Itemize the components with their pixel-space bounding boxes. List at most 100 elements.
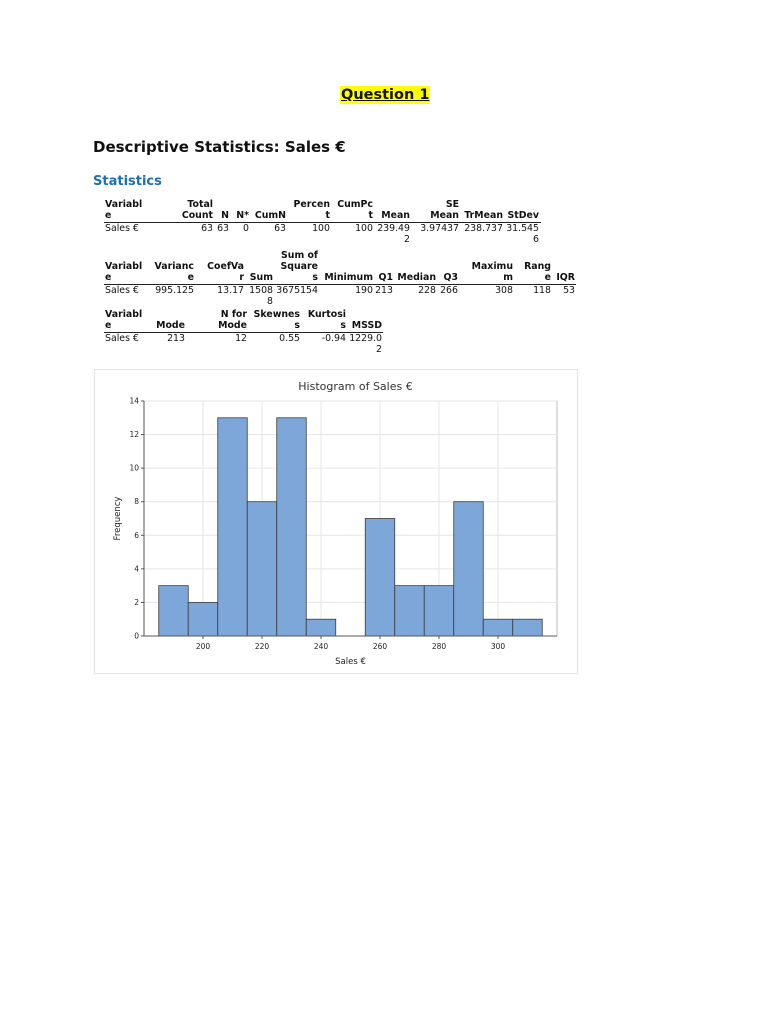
column-header: Q3 (378, 272, 459, 283)
column-header-line: Total (187, 199, 213, 210)
y-tick-label: 2 (134, 598, 139, 607)
table-cell: 1229.0 2 (302, 333, 382, 355)
column-header: Rang e (471, 261, 551, 283)
x-tick-label: 260 (373, 642, 388, 651)
column-header-line: Variabl (105, 261, 143, 272)
table-cell-line: 0.55 (279, 333, 300, 344)
column-header: Varianc e (114, 261, 194, 283)
column-header-line: Q1 (378, 272, 394, 283)
column-header-line: Maximu (471, 261, 513, 272)
column-header: Variabl e (105, 261, 142, 283)
table-cell-line: 12 (235, 333, 247, 344)
table-cell: Sales € (105, 285, 139, 296)
column-header-line: Mean (381, 210, 410, 221)
column-header: Variabl e (105, 309, 142, 331)
column-header-line: Rang (524, 261, 551, 272)
table-cell-line: 1229.0 (349, 333, 382, 344)
column-header-line: m (503, 272, 513, 283)
column-header: Percen t (250, 199, 330, 221)
table-cell-line: 2 (404, 234, 410, 245)
column-header-line: StDev (507, 210, 540, 221)
column-header-line: e (544, 272, 551, 283)
x-tick-label: 300 (491, 642, 506, 651)
column-header-line: Skewnes (253, 309, 300, 320)
column-header: Variabl e (105, 199, 142, 221)
table-cell: 63 (149, 223, 229, 234)
column-header: SE Mean (379, 199, 459, 221)
table-cell: 213 (313, 285, 393, 296)
column-header-line: Square (280, 261, 318, 272)
column-header-line: Variabl (105, 309, 143, 320)
table-cell: 12 (167, 333, 247, 344)
table-rule (104, 332, 383, 333)
column-header: Minimum (293, 272, 373, 283)
column-header-line: e (105, 272, 112, 283)
column-header: TrMean (423, 210, 503, 221)
table-cell-line: 100 (312, 223, 330, 234)
column-header: N for Mode (167, 309, 247, 331)
table-cell: 190 (293, 285, 373, 296)
table-cell: 13.17 (164, 285, 244, 296)
histogram-bar (364, 518, 396, 637)
table-cell-line: 3675154 (276, 285, 318, 296)
x-tick-label: 280 (432, 642, 447, 651)
column-header-line: Percen (293, 199, 330, 210)
table-cell: 63 (206, 223, 286, 234)
table-cell-line: 1508 (249, 285, 273, 296)
column-header-line: Kurtosi (307, 309, 346, 320)
table-cell: 995.125 (114, 285, 194, 296)
table-cell: 213 (105, 333, 185, 344)
table-cell: 100 (293, 223, 373, 234)
column-header: Skewnes s (220, 309, 300, 331)
table-cell-line: 63 (274, 223, 286, 234)
column-header: IQR (495, 272, 575, 283)
table-cell: 3.97437 (379, 223, 459, 234)
table-cell: 118 (471, 285, 551, 296)
column-header: MSSD (302, 320, 382, 331)
table-cell: 266 (378, 285, 458, 296)
table-cell: 0.55 (220, 333, 300, 344)
column-header-line: Mean (430, 210, 459, 221)
table-cell: 0 (169, 223, 249, 234)
histogram-bar (394, 585, 425, 637)
column-header-line: s (294, 320, 300, 331)
table-cell-line: 118 (533, 285, 551, 296)
table-cell-line: 995.125 (155, 285, 194, 296)
table-cell-line: 238.737 (464, 223, 503, 234)
column-header-line: CumN (254, 210, 286, 221)
x-tick-label: 200 (196, 642, 211, 651)
table-cell-line: 6 (533, 234, 539, 245)
column-header: CumPc t (293, 199, 373, 221)
table-cell-line: -0.94 (321, 333, 346, 344)
question-title: Question 1 (340, 86, 431, 104)
y-tick-label: 4 (134, 564, 139, 573)
column-header-line: Sum of (281, 250, 318, 261)
y-tick-label: 8 (134, 497, 139, 506)
histogram-bar (276, 417, 307, 637)
column-header-line: Median (397, 272, 436, 283)
column-header-line: CoefVa (207, 261, 244, 272)
column-header-line: r (239, 272, 244, 283)
column-header-line: CumPc (337, 199, 373, 210)
column-header-line: Mode (156, 320, 185, 331)
column-header: Mode (105, 320, 185, 331)
column-header-line: MSSD (351, 320, 382, 331)
histogram-bar (246, 501, 278, 637)
table-cell: 100 (250, 223, 330, 234)
table-cell: 63 (133, 223, 213, 234)
table-cell-line: 228 (418, 285, 436, 296)
table-cell-line: 100 (355, 223, 373, 234)
y-tick-label: 12 (129, 430, 139, 439)
table-cell: 53 (495, 285, 575, 296)
table-cell-line: 8 (267, 296, 273, 307)
table-cell-line: 2 (376, 344, 382, 355)
column-header-line: t (368, 210, 373, 221)
column-header-line: Variabl (105, 199, 143, 210)
column-header: Median (356, 272, 436, 283)
column-header-line: N for (220, 309, 247, 320)
table-cell: 239.49 2 (330, 223, 410, 245)
table-cell: 308 (433, 285, 513, 296)
table-cell-line: 13.17 (217, 285, 244, 296)
column-header: Q1 (313, 272, 394, 283)
column-header-line: SE (445, 199, 459, 210)
